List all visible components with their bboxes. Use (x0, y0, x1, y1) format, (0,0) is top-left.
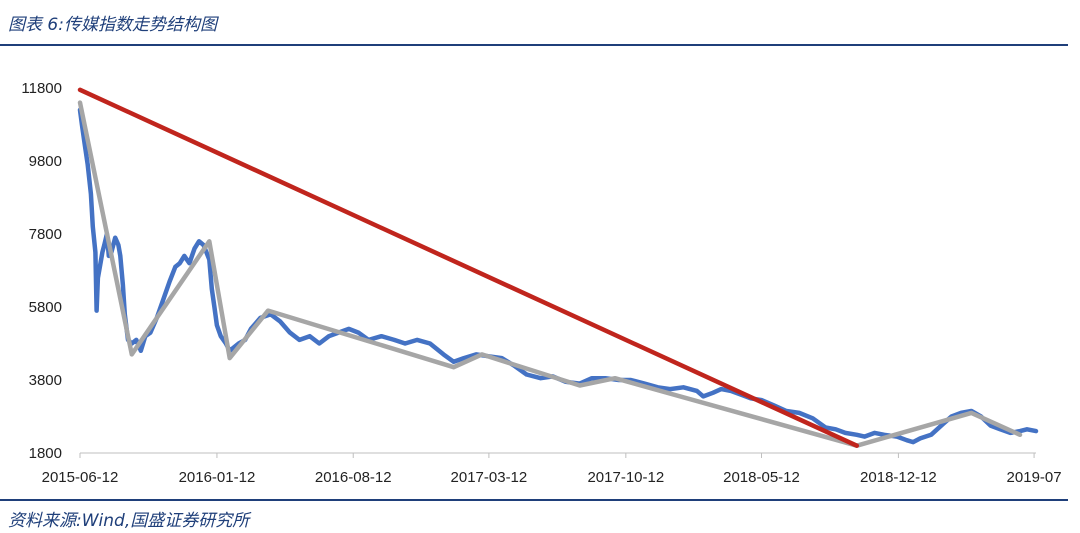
x-tick-label: 2018-05-12 (723, 469, 800, 486)
x-axis: 2015-06-12 2016-01-12 2016-08-12 2017-03… (42, 469, 1062, 486)
x-tick-label: 2017-10-12 (587, 469, 664, 486)
y-tick-label: 5800 (29, 299, 62, 316)
footer-rule (0, 499, 1068, 501)
x-tick-label: 2018-12-12 (860, 469, 937, 486)
index-line (77, 107, 1039, 445)
y-axis: 11800 9800 7800 5800 3800 1800 (21, 80, 62, 462)
series-layer (77, 87, 1039, 448)
x-tick-label: 2016-01-12 (179, 469, 256, 486)
figure-title: 图表 6:传媒指数走势结构图 (8, 15, 217, 35)
x-tick-label: 2017-03-12 (451, 469, 528, 486)
structure-trend-line (77, 100, 1023, 448)
x-tick-label: 2015-06-12 (42, 469, 119, 486)
y-tick-label: 9800 (29, 153, 62, 170)
header-rule (0, 44, 1068, 46)
y-tick-label: 7800 (29, 226, 62, 243)
x-tick-label: 2019-07 (1007, 469, 1062, 486)
y-tick-label: 1800 (29, 445, 62, 462)
source-note: 资料来源:Wind,国盛证券研究所 (8, 511, 250, 531)
y-tick-label: 11800 (21, 80, 62, 97)
x-tick-label: 2016-08-12 (315, 469, 392, 486)
y-tick-label: 3800 (29, 372, 62, 389)
long-term-trend-line (77, 87, 860, 448)
x-tick-marks (79, 453, 1035, 458)
